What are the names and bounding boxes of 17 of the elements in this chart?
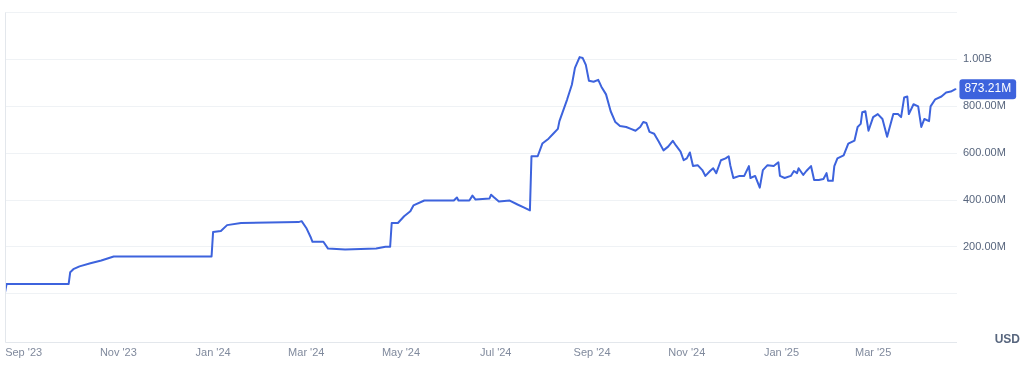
annotation: 873.21M	[964, 81, 1012, 96]
x-tick-label: Mar '24	[288, 345, 325, 358]
x-tick-label: May '24	[381, 345, 421, 358]
y-axis-title: USD	[994, 332, 1021, 347]
x-tick-label: Nov '23	[99, 345, 137, 358]
y-tick-label: 400.00M	[963, 193, 1006, 206]
x-tick-label: Sep '24	[573, 345, 611, 358]
x-tick-label: Mar '25	[854, 345, 892, 358]
x-tick-label: Jan '25	[763, 345, 800, 358]
x-tick-label: Sep '23	[5, 345, 43, 358]
x-tick-label: Jan '24	[195, 345, 231, 358]
y-tick-label: 800.00M	[963, 99, 1006, 112]
x-tick-label: Jul '24	[480, 345, 512, 358]
y-tick-label: 600.00M	[963, 146, 1006, 159]
y-tick-label: 200.00M	[963, 239, 1006, 252]
x-tick-label: Nov '24	[668, 345, 706, 358]
y-tick-label: 1.00B	[963, 52, 992, 65]
